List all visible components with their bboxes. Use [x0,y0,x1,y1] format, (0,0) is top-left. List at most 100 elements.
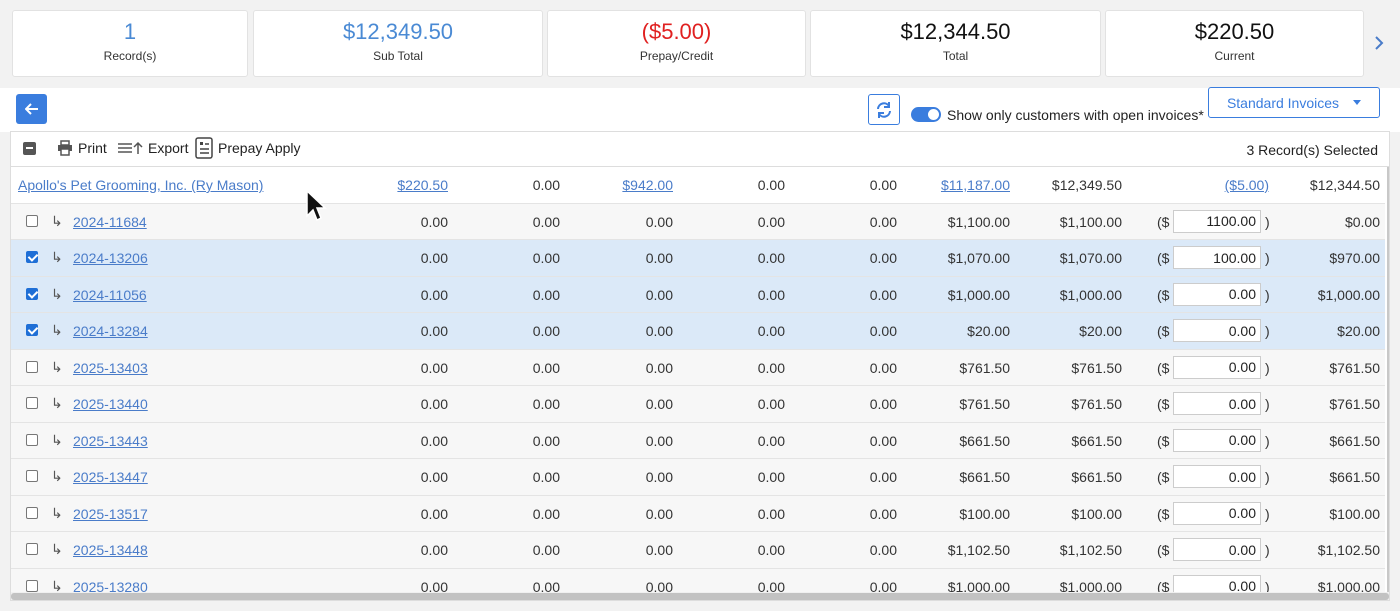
summary-card-records: 1 Record(s) [12,10,248,77]
prepay-amount-input[interactable] [1173,538,1261,561]
invoice-number-link[interactable]: 2024-11684 [73,213,147,230]
prepay-value: ($5.00) [641,19,712,44]
row-checkbox[interactable] [26,214,38,227]
row-checkbox[interactable] [26,360,38,373]
invoice-col-5: 0.00 [869,286,897,303]
invoice-col-1: 0.00 [420,542,448,558]
customer-col-2: 0.00 [532,177,560,193]
summary-card-total: $12,344.50 Total [810,10,1101,77]
invoice-row: ↳ 2025-13443 0.00 0.00 0.00 0.00 0.00 $661.50 $6… [11,422,1385,459]
invoice-col-3: 0.00 [645,286,673,303]
prepay-amount-input[interactable] [1173,209,1261,233]
invoice-type-dropdown[interactable]: Standard Invoices [1208,87,1380,118]
prepay-apply-button[interactable]: Prepay Apply [195,137,301,159]
customer-col-3[interactable]: $942.00 [622,177,673,193]
invoice-number-link[interactable]: 2024-11056 [73,286,147,303]
invoice-number-link[interactable]: 2025-13443 [73,432,148,449]
invoice-balance: $661.50 [1329,469,1380,485]
customer-col-1[interactable]: $220.50 [397,177,448,193]
invoice-col-3: 0.00 [645,213,673,230]
total-value: $12,344.50 [900,19,1011,44]
invoice-number-link[interactable]: 2025-13517 [73,505,148,522]
prepay-amount-input[interactable] [1173,465,1261,488]
horizontal-scroll-thumb[interactable] [11,593,1389,600]
sub-row-arrow-icon: ↳ [51,541,63,557]
prepay-close-paren: ) [1265,323,1270,339]
sub-row-arrow-icon: ↳ [51,504,63,521]
prepay-amount-input[interactable] [1173,246,1261,269]
printer-icon [58,140,72,156]
invoice-number-link[interactable]: 2025-13447 [73,469,148,485]
row-checkbox[interactable] [26,579,38,592]
invoice-col-6: $20.00 [967,323,1010,339]
row-checkbox[interactable] [26,433,38,446]
customer-prepay[interactable]: ($5.00) [1224,177,1269,193]
row-checkbox[interactable] [26,543,38,555]
row-checkbox[interactable] [26,397,38,409]
sub-row-arrow-icon: ↳ [51,431,63,448]
collapse-all-icon[interactable] [23,142,36,155]
invoice-col-2: 0.00 [532,359,560,376]
invoice-col-3: 0.00 [645,578,673,595]
toolbar: Show only customers with open invoices* … [0,87,1400,132]
invoice-col-1: 0.00 [420,359,448,376]
print-button[interactable]: Print [57,140,107,156]
invoice-col-1: 0.00 [420,469,448,485]
invoice-number-link[interactable]: 2024-13284 [73,323,148,339]
row-checkbox[interactable] [26,287,38,300]
refresh-button[interactable] [868,94,900,125]
prepay-amount-input[interactable] [1173,392,1261,415]
row-checkbox[interactable] [26,251,38,263]
prepay-open-paren: ($ [1157,323,1170,339]
invoice-row: ↳ 2025-13403 0.00 0.00 0.00 0.00 0.00 $761.50 $7… [11,349,1385,386]
export-button[interactable]: Export [117,140,188,156]
invoice-col-1: 0.00 [420,396,448,412]
invoice-col-5: 0.00 [869,469,897,485]
prepay-close-paren: ) [1265,469,1270,485]
customer-col-6[interactable]: $11,187.00 [940,177,1010,193]
prepay-amount-input[interactable] [1173,501,1261,525]
chevron-right-icon[interactable] [1370,34,1388,56]
prepay-amount-input[interactable] [1173,428,1261,452]
invoice-col-5: 0.00 [869,432,897,449]
horizontal-scrollbar[interactable] [11,592,1389,600]
prepay-open-paren: ($ [1157,213,1170,230]
prepay-open-paren: ($ [1157,432,1170,449]
prepay-close-paren: ) [1265,286,1270,303]
prepay-amount-input[interactable] [1173,355,1261,379]
invoice-number-link[interactable]: 2025-13448 [73,542,148,558]
open-invoices-toggle[interactable] [911,107,941,122]
prepay-close-paren: ) [1265,542,1270,558]
document-list-icon [195,137,213,159]
row-checkbox[interactable] [26,470,38,482]
invoice-col-4: 0.00 [757,578,785,595]
customer-name-link[interactable]: Apollo's Pet Grooming, Inc. (Ry Mason) [18,177,264,193]
vertical-scrollbar[interactable] [1387,167,1389,592]
invoice-col-4: 0.00 [757,542,785,558]
invoice-col-6: $1,000.00 [947,578,1010,595]
sub-row-arrow-icon: ↳ [51,395,63,411]
invoice-number-link[interactable]: 2025-13440 [73,396,148,412]
prepay-amount-input[interactable] [1173,574,1261,598]
invoice-number-link[interactable]: 2024-13206 [73,250,148,266]
invoice-balance: $1,000.00 [1317,578,1380,595]
invoice-col-6: $761.50 [959,359,1010,376]
total-label: Total [942,49,969,63]
customer-col-5: 0.00 [869,177,897,193]
row-checkbox[interactable] [26,506,38,519]
mouse-pointer-icon [306,190,327,222]
prepay-amount-input[interactable] [1173,282,1261,306]
invoice-col-5: 0.00 [869,323,897,339]
invoice-col-4: 0.00 [757,505,785,522]
arrow-left-icon [24,103,38,115]
invoice-number-link[interactable]: 2025-13280 [73,578,148,595]
subtotal-label: Sub Total [373,49,423,63]
open-invoices-toggle-label: Show only customers with open invoices* [947,107,1204,123]
invoice-col-3: 0.00 [645,250,673,266]
invoice-col-4: 0.00 [757,250,785,266]
row-checkbox[interactable] [26,324,38,336]
prepay-amount-input[interactable] [1173,319,1261,342]
invoice-col-4: 0.00 [757,396,785,412]
invoice-number-link[interactable]: 2025-13403 [73,359,148,376]
back-button[interactable] [16,94,47,124]
